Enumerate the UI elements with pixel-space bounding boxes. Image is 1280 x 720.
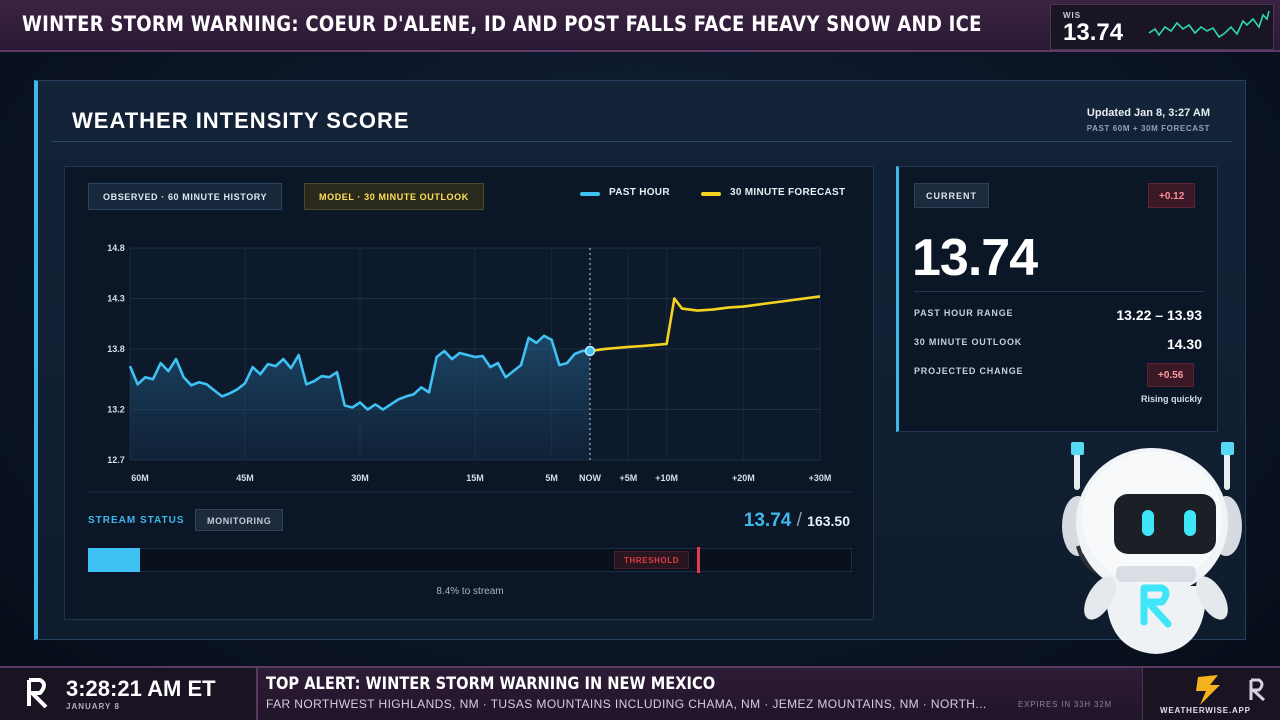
now-point bbox=[584, 345, 596, 357]
threshold-label: THRESHOLD bbox=[614, 551, 690, 569]
alert-subtitle: FAR NORTHWEST HIGHLANDS, NM · TUSAS MOUN… bbox=[266, 697, 987, 711]
legend-past-swatch bbox=[580, 192, 600, 196]
r-logo-icon bbox=[27, 678, 48, 709]
x-tick-label: +20M bbox=[732, 473, 755, 483]
stream-target: 163.50 bbox=[807, 513, 850, 529]
wis-value: 13.74 bbox=[1063, 19, 1124, 46]
stream-progress-fill bbox=[88, 548, 140, 572]
wis-label: WIS bbox=[1063, 11, 1082, 20]
x-tick-label: 15M bbox=[466, 473, 484, 483]
alert-title: TOP ALERT: WINTER STORM WARNING IN NEW M… bbox=[266, 674, 716, 694]
x-tick-label: +10M bbox=[655, 473, 678, 483]
outlook-value: 14.30 bbox=[1166, 336, 1202, 352]
headline: WINTER STORM WARNING: COEUR D'ALENE, ID … bbox=[22, 12, 982, 36]
clock-date: JANUARY 8 bbox=[66, 702, 120, 711]
x-tick-label: +5M bbox=[619, 473, 637, 483]
range-label: PAST HOUR RANGE bbox=[914, 308, 1014, 318]
past-hour-area bbox=[130, 335, 590, 460]
x-tick-label: 60M bbox=[131, 473, 149, 483]
threshold-marker bbox=[697, 547, 701, 573]
y-tick-label: 13.2 bbox=[107, 405, 125, 415]
forecast-line bbox=[589, 295, 821, 353]
panel-title: WEATHER INTENSITY SCORE bbox=[72, 108, 410, 133]
past-hour-line bbox=[128, 334, 590, 411]
lightning-logo-icon bbox=[1196, 675, 1220, 705]
clock-time: 3:28:21 AM ET bbox=[66, 676, 216, 701]
updated-timestamp: Updated Jan 8, 3:27 AM bbox=[1086, 107, 1210, 119]
brand-name: WEATHERWISE.APP bbox=[1160, 706, 1251, 715]
x-tick-label: 5M bbox=[545, 473, 558, 483]
legend-forecast-label: 30 MINUTE FORECAST bbox=[730, 187, 846, 198]
progress-caption: 8.4% to stream bbox=[436, 586, 504, 597]
range-value: 13.22 – 13.93 bbox=[1116, 307, 1202, 323]
delta-badge: +0.12 bbox=[1148, 183, 1196, 208]
y-tick-label: 14.3 bbox=[107, 293, 125, 303]
robot-mascot-icon bbox=[1062, 442, 1242, 654]
stream-progress-track bbox=[88, 548, 852, 572]
projected-change-badge: +0.56 bbox=[1147, 363, 1195, 387]
trend-note: Rising quickly bbox=[1140, 394, 1202, 404]
x-tick-label: 45M bbox=[236, 473, 254, 483]
stream-separator: / bbox=[796, 510, 802, 531]
x-tick-label: +30M bbox=[809, 473, 832, 483]
y-tick-label: 14.8 bbox=[107, 243, 125, 253]
r-logo-small-icon bbox=[1249, 678, 1266, 702]
x-tick-label: NOW bbox=[579, 473, 602, 483]
wis-sparkline bbox=[1148, 10, 1270, 39]
model-pill: MODEL · 30 MINUTE OUTLOOK bbox=[304, 183, 484, 210]
stream-current: 13.74 bbox=[743, 510, 792, 531]
stream-status-label: STREAM STATUS bbox=[88, 515, 185, 526]
stats-divider bbox=[914, 291, 1204, 292]
wis-ticker: WIS 13.74 bbox=[1050, 4, 1274, 50]
legend-past-label: PAST HOUR bbox=[609, 187, 670, 198]
x-tick-label: 30M bbox=[351, 473, 369, 483]
projected-label: PROJECTED CHANGE bbox=[914, 366, 1024, 376]
monitoring-badge: MONITORING bbox=[195, 509, 284, 531]
outlook-label: 30 MINUTE OUTLOOK bbox=[914, 337, 1023, 347]
title-divider bbox=[52, 141, 1232, 142]
clock-box bbox=[0, 668, 258, 720]
alert-expires: EXPIRES IN 33H 32M bbox=[1018, 700, 1112, 709]
legend-forecast-swatch bbox=[701, 192, 721, 196]
current-value: 13.74 bbox=[912, 229, 1038, 287]
y-tick-label: 13.8 bbox=[107, 344, 125, 354]
current-label: CURRENT bbox=[914, 183, 989, 208]
stats-panel bbox=[896, 166, 1218, 432]
stream-value: 13.74 / 163.50 bbox=[744, 510, 850, 532]
updated-subtitle: PAST 60M + 30M FORECAST bbox=[1086, 124, 1210, 133]
observed-pill: OBSERVED · 60 MINUTE HISTORY bbox=[88, 183, 283, 210]
y-tick-label: 12.7 bbox=[107, 455, 125, 465]
